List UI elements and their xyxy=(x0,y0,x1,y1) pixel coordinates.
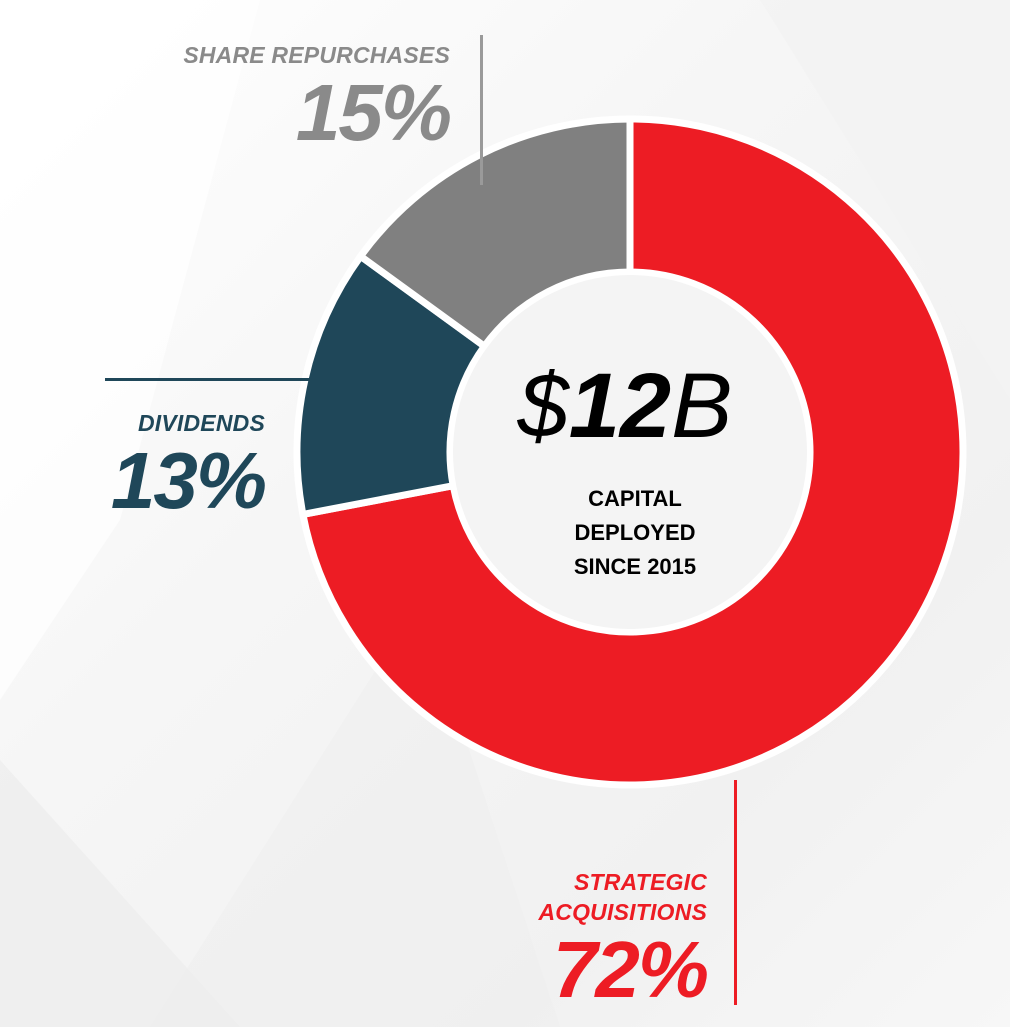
share-repurchases-name: SHARE REPURCHASES xyxy=(183,42,450,68)
donut-slice-strategic-acquisitions xyxy=(298,115,967,789)
strategic-acquisitions-name-line2: ACQUISITIONS xyxy=(538,898,707,925)
center-caption: CAPITAL DEPLOYED SINCE 2015 xyxy=(535,482,735,584)
dividends-callout-line xyxy=(105,378,310,381)
donut-slices xyxy=(293,115,967,789)
strategic-acquisitions-name-line1: STRATEGIC xyxy=(574,869,707,895)
donut-center-hole xyxy=(453,275,807,629)
dividends-name: DIVIDENDS xyxy=(137,410,265,436)
strategic-acquisitions-percent: 72% xyxy=(552,924,709,1014)
share-repurchases-label: SHARE REPURCHASES 15% xyxy=(130,42,452,157)
center-caption-line1: CAPITAL xyxy=(588,486,682,511)
share-repurchases-callout-line xyxy=(480,35,483,185)
center-caption-line3: SINCE 2015 xyxy=(573,554,697,580)
share-repurchases-percent: 15% xyxy=(295,68,452,157)
strategic-acquisitions-label: STRATEGIC ACQUISITIONS 72% xyxy=(400,868,709,1014)
strategic-acquisitions-callout-line xyxy=(734,780,737,1005)
center-total-value: $12B xyxy=(517,355,733,457)
donut-slice-share-repurchases xyxy=(355,115,634,352)
center-caption-line2: DEPLOYED xyxy=(574,520,696,546)
dividends-label: DIVIDENDS 13% xyxy=(60,410,267,525)
dividends-percent: 13% xyxy=(110,436,267,525)
